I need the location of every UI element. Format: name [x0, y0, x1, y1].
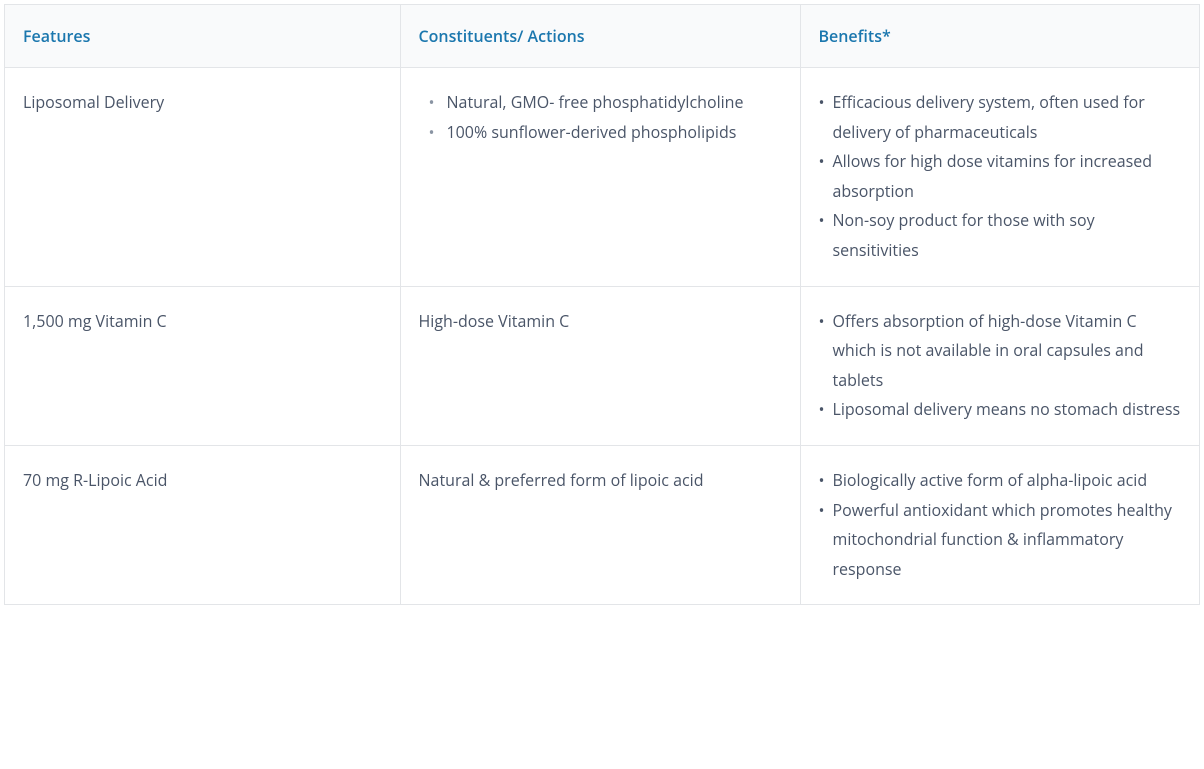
list-item: Biologically active form of alpha-lipoic…	[819, 466, 1182, 496]
table-header-row: Features Constituents/ Actions Benefits*	[5, 5, 1199, 68]
header-features: Features	[5, 5, 400, 68]
features-table-container: Features Constituents/ Actions Benefits*…	[4, 4, 1200, 605]
header-constituents: Constituents/ Actions	[400, 5, 800, 68]
benefits-list: Biologically active form of alpha-lipoic…	[819, 466, 1182, 584]
features-table: Features Constituents/ Actions Benefits*…	[5, 5, 1199, 604]
benefits-cell: Offers absorption of high-dose Vitamin C…	[800, 286, 1199, 445]
list-item: Offers absorption of high-dose Vitamin C…	[819, 307, 1182, 396]
table-row: 1,500 mg Vitamin CHigh-dose Vitamin COff…	[5, 286, 1199, 445]
list-item: Powerful antioxidant which promotes heal…	[819, 496, 1182, 585]
constituents-cell: High-dose Vitamin C	[400, 286, 800, 445]
benefits-cell: Efficacious delivery system, often used …	[800, 68, 1199, 287]
list-item: Liposomal delivery means no stomach dist…	[819, 395, 1182, 425]
constituents-list: Natural, GMO- free phosphatidylcholine10…	[419, 88, 782, 147]
benefits-list: Offers absorption of high-dose Vitamin C…	[819, 307, 1182, 425]
constituents-cell: Natural, GMO- free phosphatidylcholine10…	[400, 68, 800, 287]
list-item: Efficacious delivery system, often used …	[819, 88, 1182, 147]
header-benefits: Benefits*	[800, 5, 1199, 68]
feature-cell: Liposomal Delivery	[5, 68, 400, 287]
table-body: Liposomal Delivery Natural, GMO- free pho…	[5, 68, 1199, 605]
table-row: 70 mg R-Lipoic AcidNatural & preferred f…	[5, 445, 1199, 604]
feature-cell: 70 mg R-Lipoic Acid	[5, 445, 400, 604]
list-item: Allows for high dose vitamins for increa…	[819, 147, 1182, 206]
list-item: Natural, GMO- free phosphatidylcholine	[419, 88, 782, 118]
benefits-cell: Biologically active form of alpha-lipoic…	[800, 445, 1199, 604]
list-item: 100% sunflower-derived phospholipids	[419, 118, 782, 148]
list-item: Non-soy product for those with soy sensi…	[819, 206, 1182, 265]
table-row: Liposomal Delivery Natural, GMO- free pho…	[5, 68, 1199, 287]
feature-cell: 1,500 mg Vitamin C	[5, 286, 400, 445]
constituents-cell: Natural & preferred form of lipoic acid	[400, 445, 800, 604]
benefits-list: Efficacious delivery system, often used …	[819, 88, 1182, 266]
